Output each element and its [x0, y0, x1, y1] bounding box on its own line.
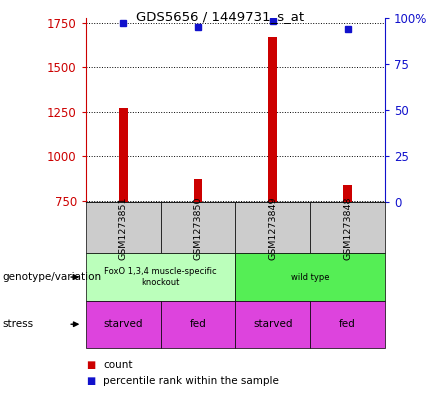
Text: GSM1273851: GSM1273851	[119, 196, 128, 260]
Text: percentile rank within the sample: percentile rank within the sample	[103, 376, 279, 386]
Bar	[194, 179, 202, 202]
Text: fed: fed	[339, 319, 356, 329]
Text: ■: ■	[86, 376, 95, 386]
Text: starved: starved	[253, 319, 293, 329]
Text: starved: starved	[103, 319, 143, 329]
Text: GSM1273850: GSM1273850	[194, 196, 202, 260]
Text: GDS5656 / 1449731_s_at: GDS5656 / 1449731_s_at	[136, 10, 304, 23]
Bar	[119, 108, 128, 202]
Text: wild type: wild type	[291, 273, 330, 281]
Text: GSM1273848: GSM1273848	[343, 196, 352, 260]
Text: genotype/variation: genotype/variation	[2, 272, 101, 282]
Text: fed: fed	[190, 319, 206, 329]
Bar	[343, 185, 352, 202]
Text: count: count	[103, 360, 133, 370]
Text: stress: stress	[2, 319, 33, 329]
Text: GSM1273849: GSM1273849	[268, 196, 277, 260]
Text: ■: ■	[86, 360, 95, 370]
Text: FoxO 1,3,4 muscle-specific
knockout: FoxO 1,3,4 muscle-specific knockout	[104, 267, 217, 287]
Bar	[268, 37, 277, 202]
